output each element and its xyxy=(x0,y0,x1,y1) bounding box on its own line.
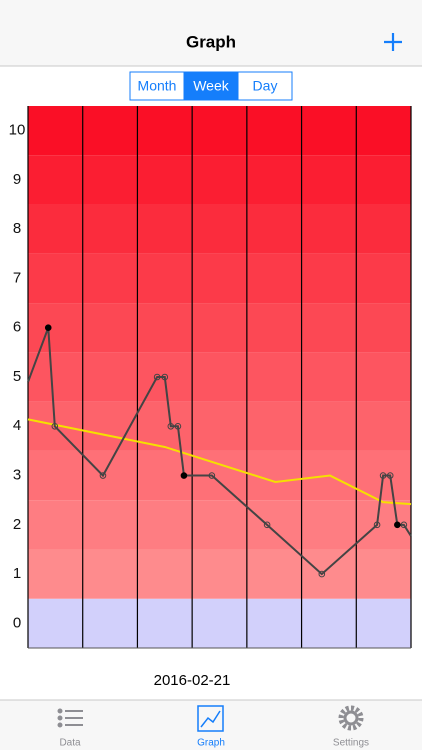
y-tick-label: 1 xyxy=(13,565,21,582)
band xyxy=(28,303,411,353)
point xyxy=(394,521,401,529)
y-tick-label: 0 xyxy=(13,614,21,631)
band xyxy=(28,106,411,156)
point xyxy=(180,472,188,479)
point xyxy=(174,422,182,430)
add-button[interactable] xyxy=(384,33,402,51)
segmented-control: Month Week Day xyxy=(129,71,293,101)
point xyxy=(208,472,216,479)
point xyxy=(373,521,381,529)
tab-label[interactable]: Graph xyxy=(197,738,225,749)
nav-title: Graph xyxy=(186,32,236,51)
y-tick-label: 4 xyxy=(13,417,21,434)
series-line xyxy=(27,418,412,506)
segment[interactable] xyxy=(237,71,293,101)
segment[interactable] xyxy=(129,71,185,101)
y-tick-label: 5 xyxy=(13,368,21,385)
y-tick-label: 2 xyxy=(13,516,21,533)
point xyxy=(44,324,52,332)
band xyxy=(28,352,411,402)
band xyxy=(28,598,411,648)
band xyxy=(28,204,411,254)
tabs: Data Graph Settings xyxy=(59,738,369,749)
chart: 0 1 2 3 4 5 6 7 8 9 10 xyxy=(9,106,412,649)
data-icon xyxy=(57,708,83,728)
point xyxy=(153,373,161,381)
y-tick-label: 6 xyxy=(13,319,21,336)
band xyxy=(28,500,411,550)
point xyxy=(386,472,394,479)
y-tick-label: 7 xyxy=(13,269,21,286)
nav-bar xyxy=(0,0,422,66)
band xyxy=(28,155,411,205)
band xyxy=(28,401,411,451)
segment-label[interactable]: Month xyxy=(138,78,177,94)
date-label: 2016-02-21 xyxy=(154,672,231,689)
point xyxy=(51,422,59,430)
band xyxy=(28,253,411,304)
graph-icon xyxy=(197,705,224,732)
tab-label[interactable]: Settings xyxy=(333,738,369,749)
point xyxy=(400,521,408,529)
series-line xyxy=(27,327,412,576)
y-tick-label: 9 xyxy=(13,171,21,188)
point xyxy=(263,521,271,529)
band xyxy=(28,450,411,501)
tab-label[interactable]: Data xyxy=(59,738,81,749)
segment-label[interactable]: Day xyxy=(253,78,278,94)
point xyxy=(167,422,175,430)
segment-label[interactable]: Week xyxy=(193,78,230,94)
point xyxy=(99,472,107,479)
y-tick-label: 3 xyxy=(13,467,21,484)
settings-icon xyxy=(338,705,364,731)
point xyxy=(318,570,326,578)
point xyxy=(379,472,387,479)
y-tick-label: 8 xyxy=(13,220,21,237)
band xyxy=(28,549,411,599)
point xyxy=(161,373,169,381)
y-tick-label: 10 xyxy=(9,122,26,139)
